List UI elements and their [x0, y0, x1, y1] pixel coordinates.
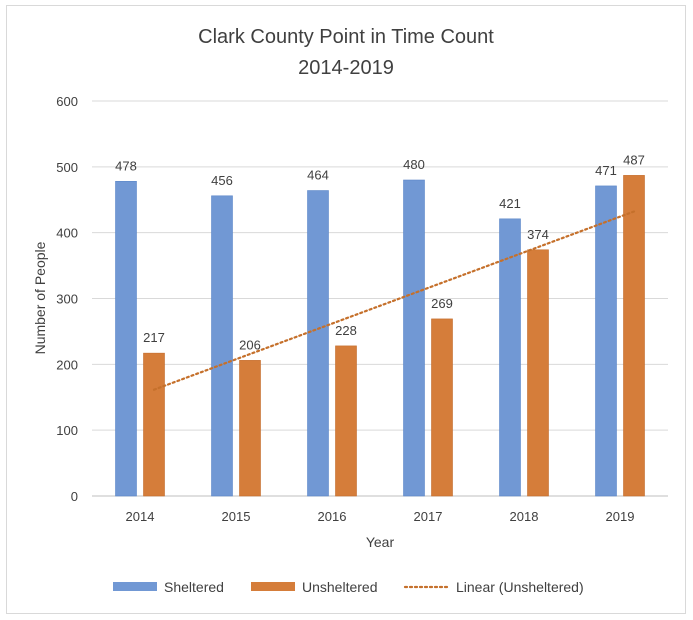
x-tick-label: 2017 — [414, 509, 443, 524]
data-labels: 478 217 456 206 464 228 480 269 421 374 471 487 — [115, 152, 645, 352]
bar-sheltered-2016 — [307, 190, 329, 497]
legend-swatch-sheltered — [113, 582, 157, 591]
y-tick-label: 400 — [56, 226, 78, 241]
chart-subtitle: 2014-2019 — [298, 57, 394, 79]
bar-unsheltered-2016 — [335, 345, 357, 497]
data-label-unsheltered-2014: 217 — [143, 330, 165, 345]
bar-unsheltered-2014 — [143, 352, 165, 497]
data-label-sheltered-2016: 464 — [307, 168, 329, 183]
bar-unsheltered-2018 — [527, 249, 549, 497]
legend-label-unsheltered: Unsheltered — [302, 579, 378, 595]
data-label-sheltered-2019: 471 — [595, 163, 617, 178]
bar-sheltered-2015 — [211, 195, 233, 497]
trendline — [152, 210, 636, 391]
legend: Sheltered Unsheltered Linear (Unsheltere… — [113, 579, 584, 595]
bar-sheltered-2014 — [115, 181, 137, 497]
y-axis-title: Number of People — [32, 241, 48, 354]
data-label-unsheltered-2016: 228 — [335, 323, 357, 338]
data-label-unsheltered-2017: 269 — [431, 296, 453, 311]
x-tick-label: 2016 — [318, 509, 347, 524]
y-tick-label: 100 — [56, 423, 78, 438]
data-label-unsheltered-2019: 487 — [623, 152, 645, 167]
x-tick-label: 2018 — [510, 509, 539, 524]
x-axis-title: Year — [366, 534, 395, 550]
y-tick-label: 500 — [56, 160, 78, 175]
bar-unsheltered-2015 — [239, 360, 261, 497]
y-tick-label: 0 — [71, 489, 78, 504]
bar-sheltered-2017 — [403, 179, 425, 497]
y-tick-label: 200 — [56, 357, 78, 372]
x-tick-label: 2019 — [606, 509, 635, 524]
data-label-sheltered-2017: 480 — [403, 157, 425, 172]
bar-sheltered-2019 — [595, 185, 617, 497]
y-tick-label: 300 — [56, 292, 78, 307]
data-label-sheltered-2018: 421 — [499, 196, 521, 211]
data-label-sheltered-2014: 478 — [115, 158, 137, 173]
x-tick-label: 2015 — [222, 509, 251, 524]
bar-unsheltered-2019 — [623, 175, 645, 497]
data-label-unsheltered-2018: 374 — [527, 227, 549, 242]
legend-label-trendline: Linear (Unsheltered) — [456, 579, 584, 595]
bar-sheltered-2018 — [499, 218, 521, 497]
x-tick-label: 2014 — [126, 509, 155, 524]
bars — [115, 175, 645, 497]
data-label-sheltered-2015: 456 — [211, 173, 233, 188]
legend-swatch-unsheltered — [251, 582, 295, 591]
bar-unsheltered-2017 — [431, 318, 453, 497]
gridlines — [92, 100, 668, 497]
y-tick-label: 600 — [56, 94, 78, 109]
y-axis-ticks: 0 100 200 300 400 500 600 — [56, 94, 78, 504]
trendline-unsheltered — [152, 210, 636, 391]
x-axis-ticks: 2014 2015 2016 2017 2018 2019 — [126, 509, 635, 524]
chart-title: Clark County Point in Time Count — [198, 26, 494, 48]
legend-label-sheltered: Sheltered — [164, 579, 224, 595]
data-label-unsheltered-2015: 206 — [239, 337, 261, 352]
